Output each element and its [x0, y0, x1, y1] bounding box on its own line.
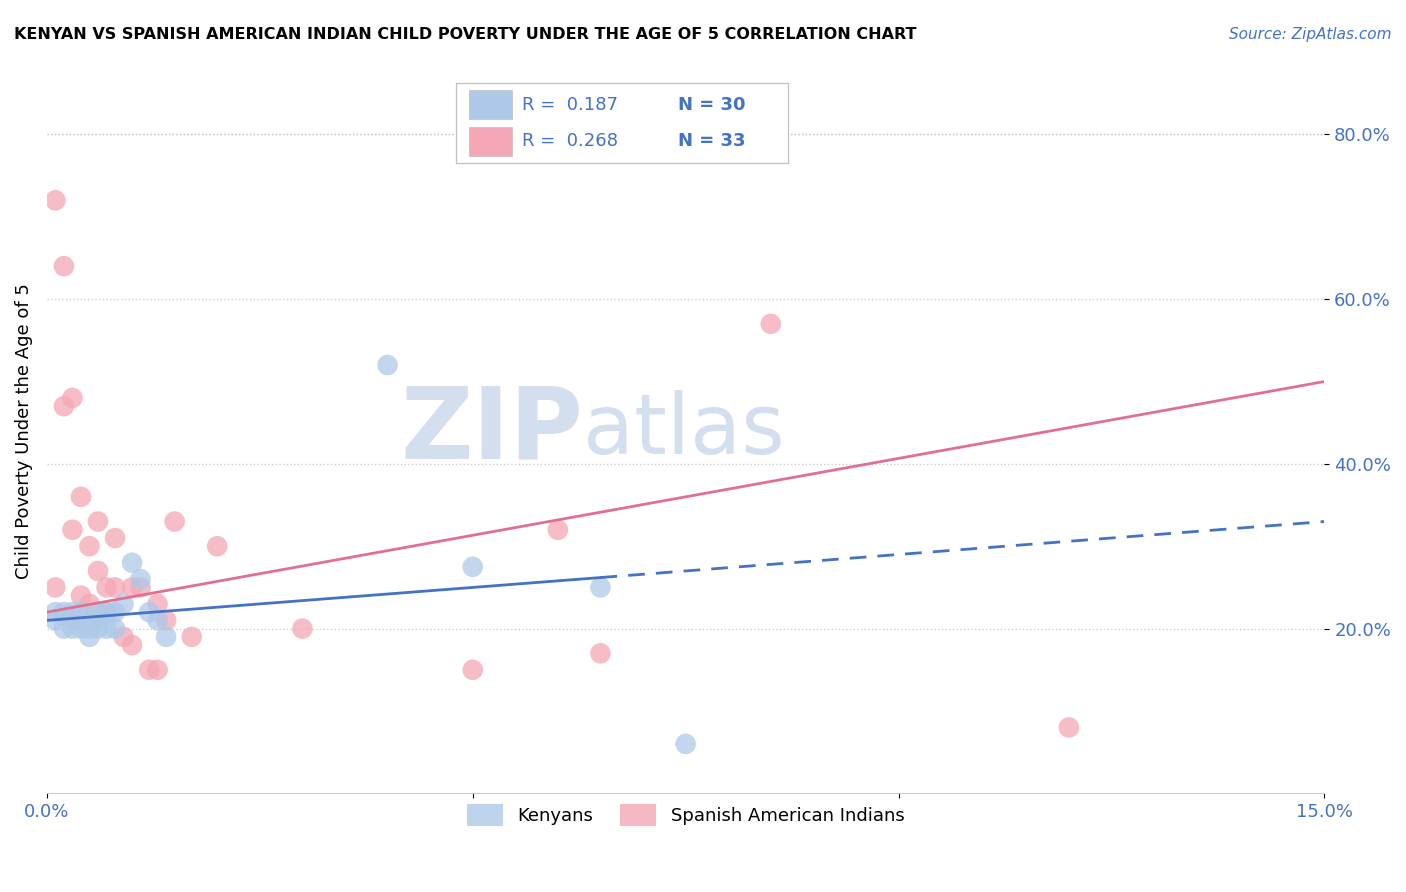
Point — [52, 622, 75, 636]
Point — [96, 581, 118, 595]
Point — [675, 737, 697, 751]
Point — [138, 605, 160, 619]
Text: atlas: atlas — [583, 391, 785, 472]
Point — [121, 556, 143, 570]
Point — [291, 622, 314, 636]
Point — [79, 597, 101, 611]
Text: ZIP: ZIP — [401, 383, 583, 479]
Point — [87, 622, 110, 636]
Point — [96, 605, 118, 619]
Point — [52, 399, 75, 413]
Point — [79, 613, 101, 627]
Point — [52, 259, 75, 273]
Point — [70, 490, 93, 504]
Point — [62, 622, 84, 636]
Point — [146, 597, 169, 611]
Point — [547, 523, 569, 537]
Point — [121, 581, 143, 595]
Point — [205, 539, 228, 553]
Point — [87, 515, 110, 529]
Point — [70, 605, 93, 619]
Point — [79, 539, 101, 553]
Point — [87, 564, 110, 578]
Point — [44, 581, 66, 595]
Point — [70, 613, 93, 627]
Point — [146, 663, 169, 677]
Point — [70, 589, 93, 603]
Point — [104, 622, 127, 636]
Point — [461, 663, 484, 677]
Point — [87, 613, 110, 627]
Point — [79, 630, 101, 644]
Point — [138, 663, 160, 677]
Point — [96, 622, 118, 636]
Point — [112, 597, 135, 611]
Point — [589, 646, 612, 660]
Point — [44, 613, 66, 627]
Point — [121, 638, 143, 652]
Text: Source: ZipAtlas.com: Source: ZipAtlas.com — [1229, 27, 1392, 42]
Point — [1057, 721, 1080, 735]
Point — [377, 358, 399, 372]
Point — [104, 531, 127, 545]
Point — [52, 605, 75, 619]
Point — [129, 572, 152, 586]
Point — [96, 605, 118, 619]
Point — [129, 581, 152, 595]
Point — [589, 581, 612, 595]
Point — [155, 613, 177, 627]
Point — [70, 622, 93, 636]
Point — [112, 630, 135, 644]
Point — [759, 317, 782, 331]
Point — [44, 605, 66, 619]
Point — [79, 622, 101, 636]
Point — [62, 523, 84, 537]
Point — [87, 605, 110, 619]
Text: KENYAN VS SPANISH AMERICAN INDIAN CHILD POVERTY UNDER THE AGE OF 5 CORRELATION C: KENYAN VS SPANISH AMERICAN INDIAN CHILD … — [14, 27, 917, 42]
Y-axis label: Child Poverty Under the Age of 5: Child Poverty Under the Age of 5 — [15, 283, 32, 579]
Point — [155, 630, 177, 644]
Point — [104, 581, 127, 595]
Point — [180, 630, 202, 644]
Point — [104, 605, 127, 619]
Point — [44, 194, 66, 208]
Point — [62, 605, 84, 619]
Point — [461, 559, 484, 574]
Legend: Kenyans, Spanish American Indians: Kenyans, Spanish American Indians — [458, 795, 914, 835]
Point — [62, 613, 84, 627]
Point — [163, 515, 186, 529]
Point — [62, 391, 84, 405]
Point — [146, 613, 169, 627]
